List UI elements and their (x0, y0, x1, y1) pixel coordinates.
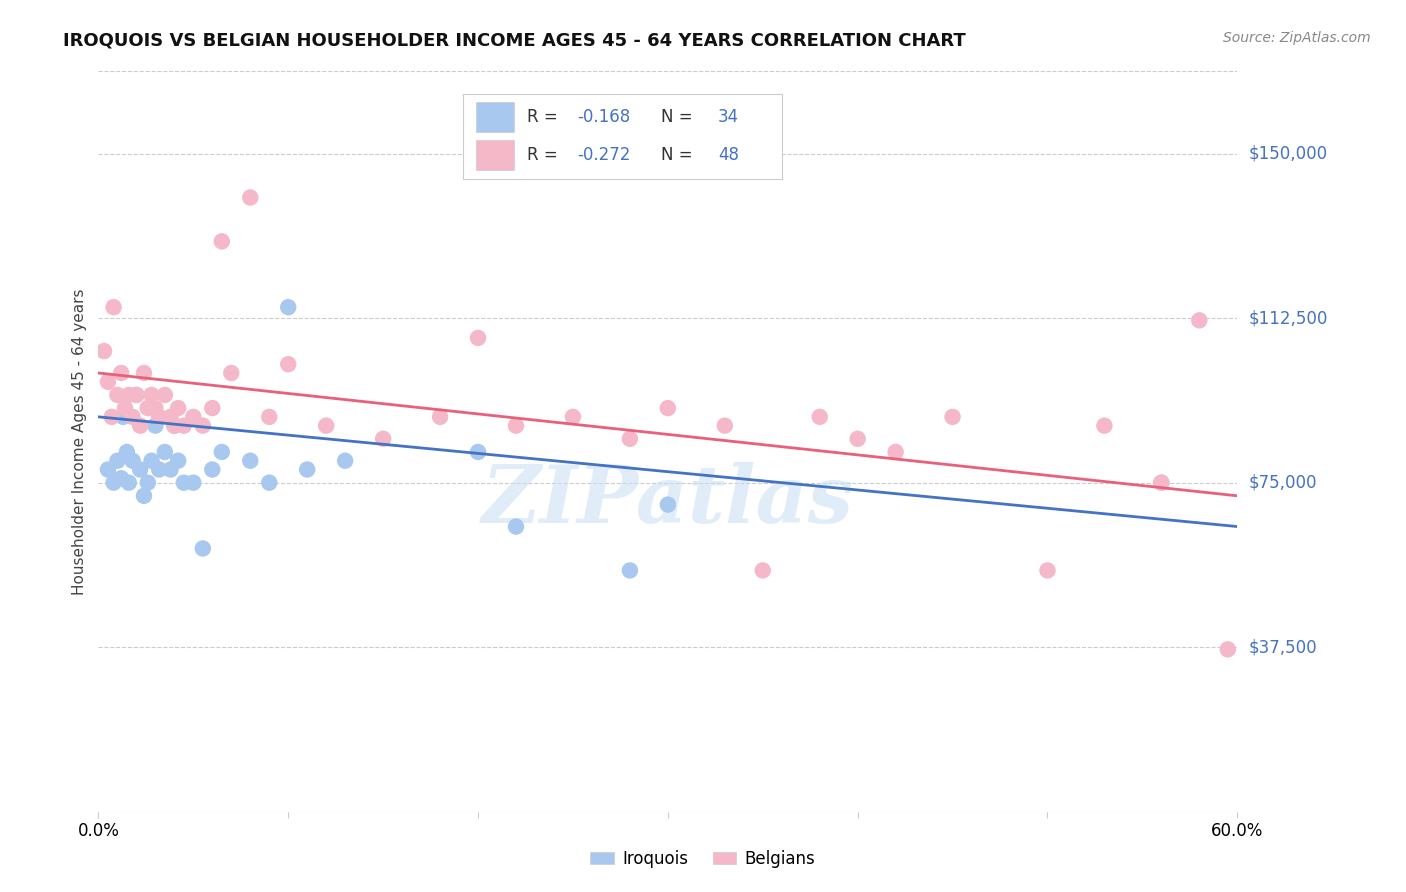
Point (846, 432, 869, 446)
Point (148, 409, 170, 424)
Point (211, 445, 233, 459)
Point (114, 401, 136, 415)
Text: ZIPatlas: ZIPatlas (482, 462, 853, 540)
Text: $150,000: $150,000 (1249, 145, 1327, 162)
Text: IROQUOIS VS BELGIAN HOUSEHOLDER INCOME AGES 45 - 64 YEARS CORRELATION CHART: IROQUOIS VS BELGIAN HOUSEHOLDER INCOME A… (63, 31, 966, 49)
Point (167, 454, 190, 468)
Point (259, 475, 281, 490)
Y-axis label: Householder Income Ages 45 - 64 years: Householder Income Ages 45 - 64 years (72, 288, 87, 595)
Point (148, 462, 170, 476)
Point (118, 475, 141, 490)
Point (173, 418, 195, 433)
Point (942, 409, 965, 424)
Point (1150, 475, 1173, 490)
Point (115, 445, 138, 459)
Point (118, 388, 141, 402)
Point (201, 462, 224, 476)
Point (121, 454, 143, 468)
Point (97, 462, 120, 476)
Point (141, 454, 163, 468)
Point (221, 366, 243, 380)
Point (1188, 313, 1211, 327)
Text: Source: ZipAtlas.com: Source: ZipAtlas.com (1223, 31, 1371, 45)
Point (107, 454, 129, 468)
Point (121, 409, 143, 424)
Legend: Iroquois, Belgians: Iroquois, Belgians (583, 844, 823, 875)
Point (259, 409, 281, 424)
Point (125, 388, 148, 402)
Point (808, 409, 831, 424)
Point (657, 498, 679, 512)
Point (132, 366, 155, 380)
Point (191, 541, 214, 556)
Point (136, 401, 159, 415)
Point (211, 235, 233, 249)
Point (107, 388, 129, 402)
Point (163, 418, 186, 433)
Point (153, 388, 176, 402)
Point (97, 375, 120, 389)
Point (297, 462, 319, 476)
Point (1094, 418, 1116, 433)
Point (239, 190, 262, 204)
Point (159, 462, 181, 476)
Point (125, 388, 148, 402)
Point (93, 344, 115, 359)
Point (110, 366, 132, 380)
Point (429, 409, 451, 424)
Text: $112,500: $112,500 (1249, 310, 1327, 327)
Point (129, 418, 152, 433)
Point (239, 454, 262, 468)
Point (141, 388, 163, 402)
Point (1216, 642, 1239, 657)
Point (163, 418, 186, 433)
Point (103, 475, 125, 490)
Point (752, 563, 775, 577)
Point (467, 331, 489, 345)
Point (714, 418, 737, 433)
Point (1150, 475, 1173, 490)
Point (191, 418, 214, 433)
Point (1036, 563, 1059, 577)
Point (167, 401, 190, 415)
Point (371, 432, 394, 446)
Point (103, 300, 125, 314)
Text: $37,500: $37,500 (1249, 638, 1317, 657)
Point (505, 519, 527, 533)
Point (136, 475, 159, 490)
Point (183, 475, 205, 490)
Point (467, 445, 489, 459)
Point (505, 418, 527, 433)
Point (619, 432, 641, 446)
Point (129, 462, 152, 476)
Point (153, 445, 176, 459)
Point (145, 418, 167, 433)
Point (145, 401, 167, 415)
Point (619, 563, 641, 577)
Point (562, 409, 585, 424)
Point (277, 300, 299, 314)
Point (884, 445, 907, 459)
Point (335, 454, 357, 468)
Point (112, 409, 135, 424)
Point (183, 409, 205, 424)
Point (110, 471, 132, 485)
Point (159, 409, 181, 424)
Point (657, 401, 679, 415)
Point (100, 409, 122, 424)
Point (315, 418, 337, 433)
Point (277, 357, 299, 371)
Text: $75,000: $75,000 (1249, 474, 1317, 491)
Point (173, 475, 195, 490)
Point (201, 401, 224, 415)
Point (132, 489, 155, 503)
